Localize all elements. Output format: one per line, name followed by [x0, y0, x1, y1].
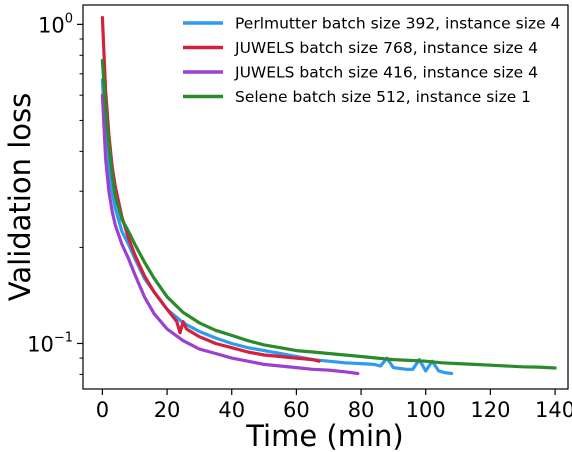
legend-label-1: Perlmutter batch size 392, instance size… [235, 15, 560, 33]
y-axis-title: Validation loss [3, 93, 37, 301]
y-tick-label: 100 [38, 11, 73, 37]
series-line-4 [100, 59, 557, 370]
series-line-1 [100, 78, 454, 376]
x-tick-label: 80 [348, 398, 375, 422]
x-tick-label: 40 [218, 398, 245, 422]
legend: Perlmutter batch size 392, instance size… [183, 15, 560, 106]
series-line-3 [100, 93, 360, 376]
x-tick-label: 60 [283, 398, 310, 422]
axes: 0 20 40 60 80 100 120 140 100 10−1 [27, 11, 572, 422]
legend-label-4: Selene batch size 512, instance size 1 [235, 88, 531, 106]
y-tick-label: 10−1 [27, 330, 73, 356]
x-tick-label: 20 [154, 398, 181, 422]
x-tick-label: 100 [406, 398, 446, 422]
series-lines [100, 16, 557, 376]
plot-frame [82, 4, 569, 390]
x-axis-title: Time (min) [245, 419, 404, 452]
legend-label-3: JUWELS batch size 416, instance size 4 [234, 64, 538, 82]
x-tick-label: 140 [535, 398, 572, 422]
x-tick-label: 120 [470, 398, 510, 422]
x-tick-label: 0 [96, 398, 109, 422]
legend-label-2: JUWELS batch size 768, instance size 4 [234, 39, 538, 57]
